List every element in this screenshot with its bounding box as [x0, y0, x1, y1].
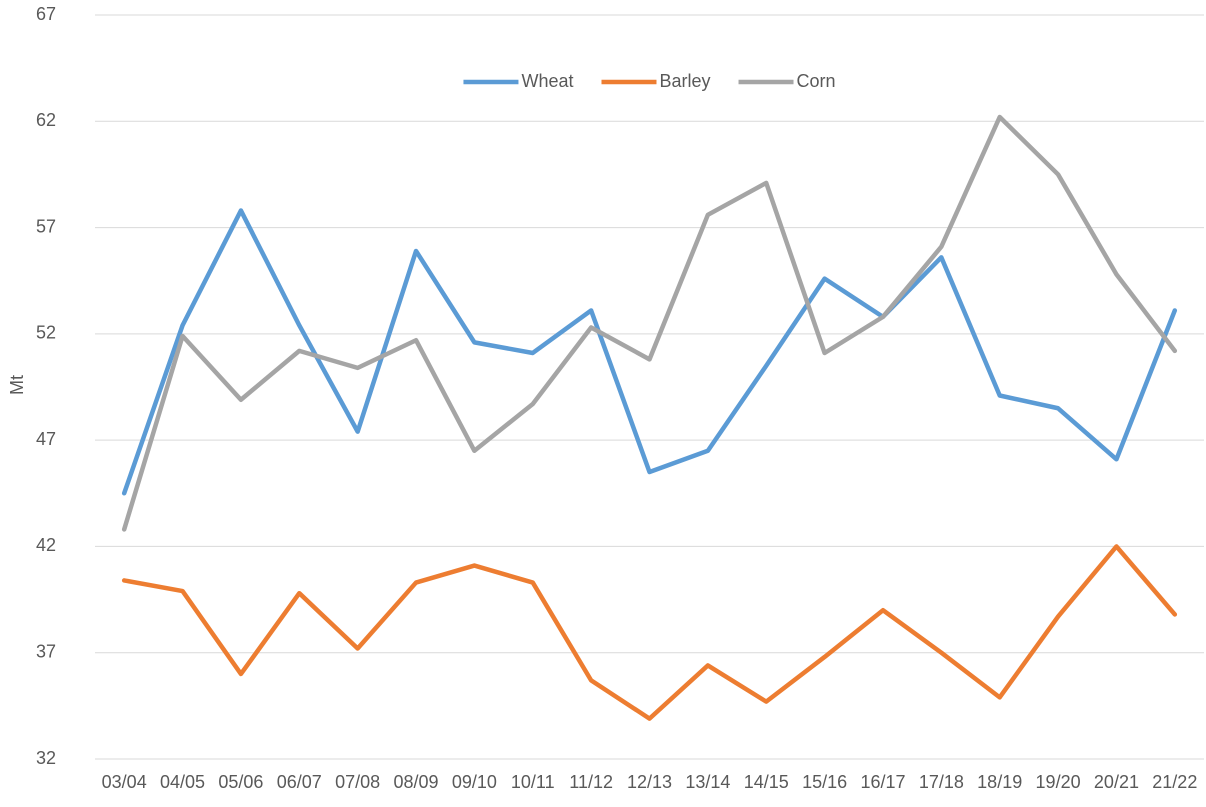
line: [121, 208, 1178, 496]
x-tick-label: 15/16: [802, 772, 847, 792]
x-tick-label: 21/22: [1152, 772, 1197, 792]
line: [121, 544, 1178, 721]
legend-label: Wheat: [521, 71, 573, 91]
x-tick-label: 09/10: [452, 772, 497, 792]
x-tick-label: 10/11: [511, 772, 555, 792]
x-tick-label: 14/15: [744, 772, 789, 792]
y-tick-label: 67: [36, 4, 56, 24]
x-tick-label: 11/12: [569, 772, 613, 792]
x-tick-label: 19/20: [1036, 772, 1081, 792]
y-tick-label: 57: [36, 216, 56, 236]
y-tick-label: 62: [36, 110, 56, 130]
y-tick-label: 32: [36, 748, 56, 768]
x-tick-label: 13/14: [685, 772, 730, 792]
x-tick-label: 16/17: [860, 772, 905, 792]
x-tick-label: 20/21: [1094, 772, 1139, 792]
y-axis-label: Mt: [7, 375, 27, 395]
x-tick-label: 03/04: [102, 772, 147, 792]
x-tick-label: 06/07: [277, 772, 322, 792]
y-tick-label: 52: [36, 323, 56, 343]
x-tick-label: 04/05: [160, 772, 205, 792]
line: [121, 114, 1178, 532]
x-tick-label: 08/09: [394, 772, 439, 792]
y-tick-label: 42: [36, 535, 56, 555]
x-tick-label: 18/19: [977, 772, 1022, 792]
y-tick-label: 37: [36, 641, 56, 661]
x-tick-label: 05/06: [218, 772, 263, 792]
x-tick-label: 17/18: [919, 772, 964, 792]
y-tick-label: 47: [36, 429, 56, 449]
x-tick-label: 12/13: [627, 772, 672, 792]
x-tick-label: 07/08: [335, 772, 380, 792]
legend-label: Corn: [797, 71, 836, 91]
legend-label: Barley: [659, 71, 710, 91]
